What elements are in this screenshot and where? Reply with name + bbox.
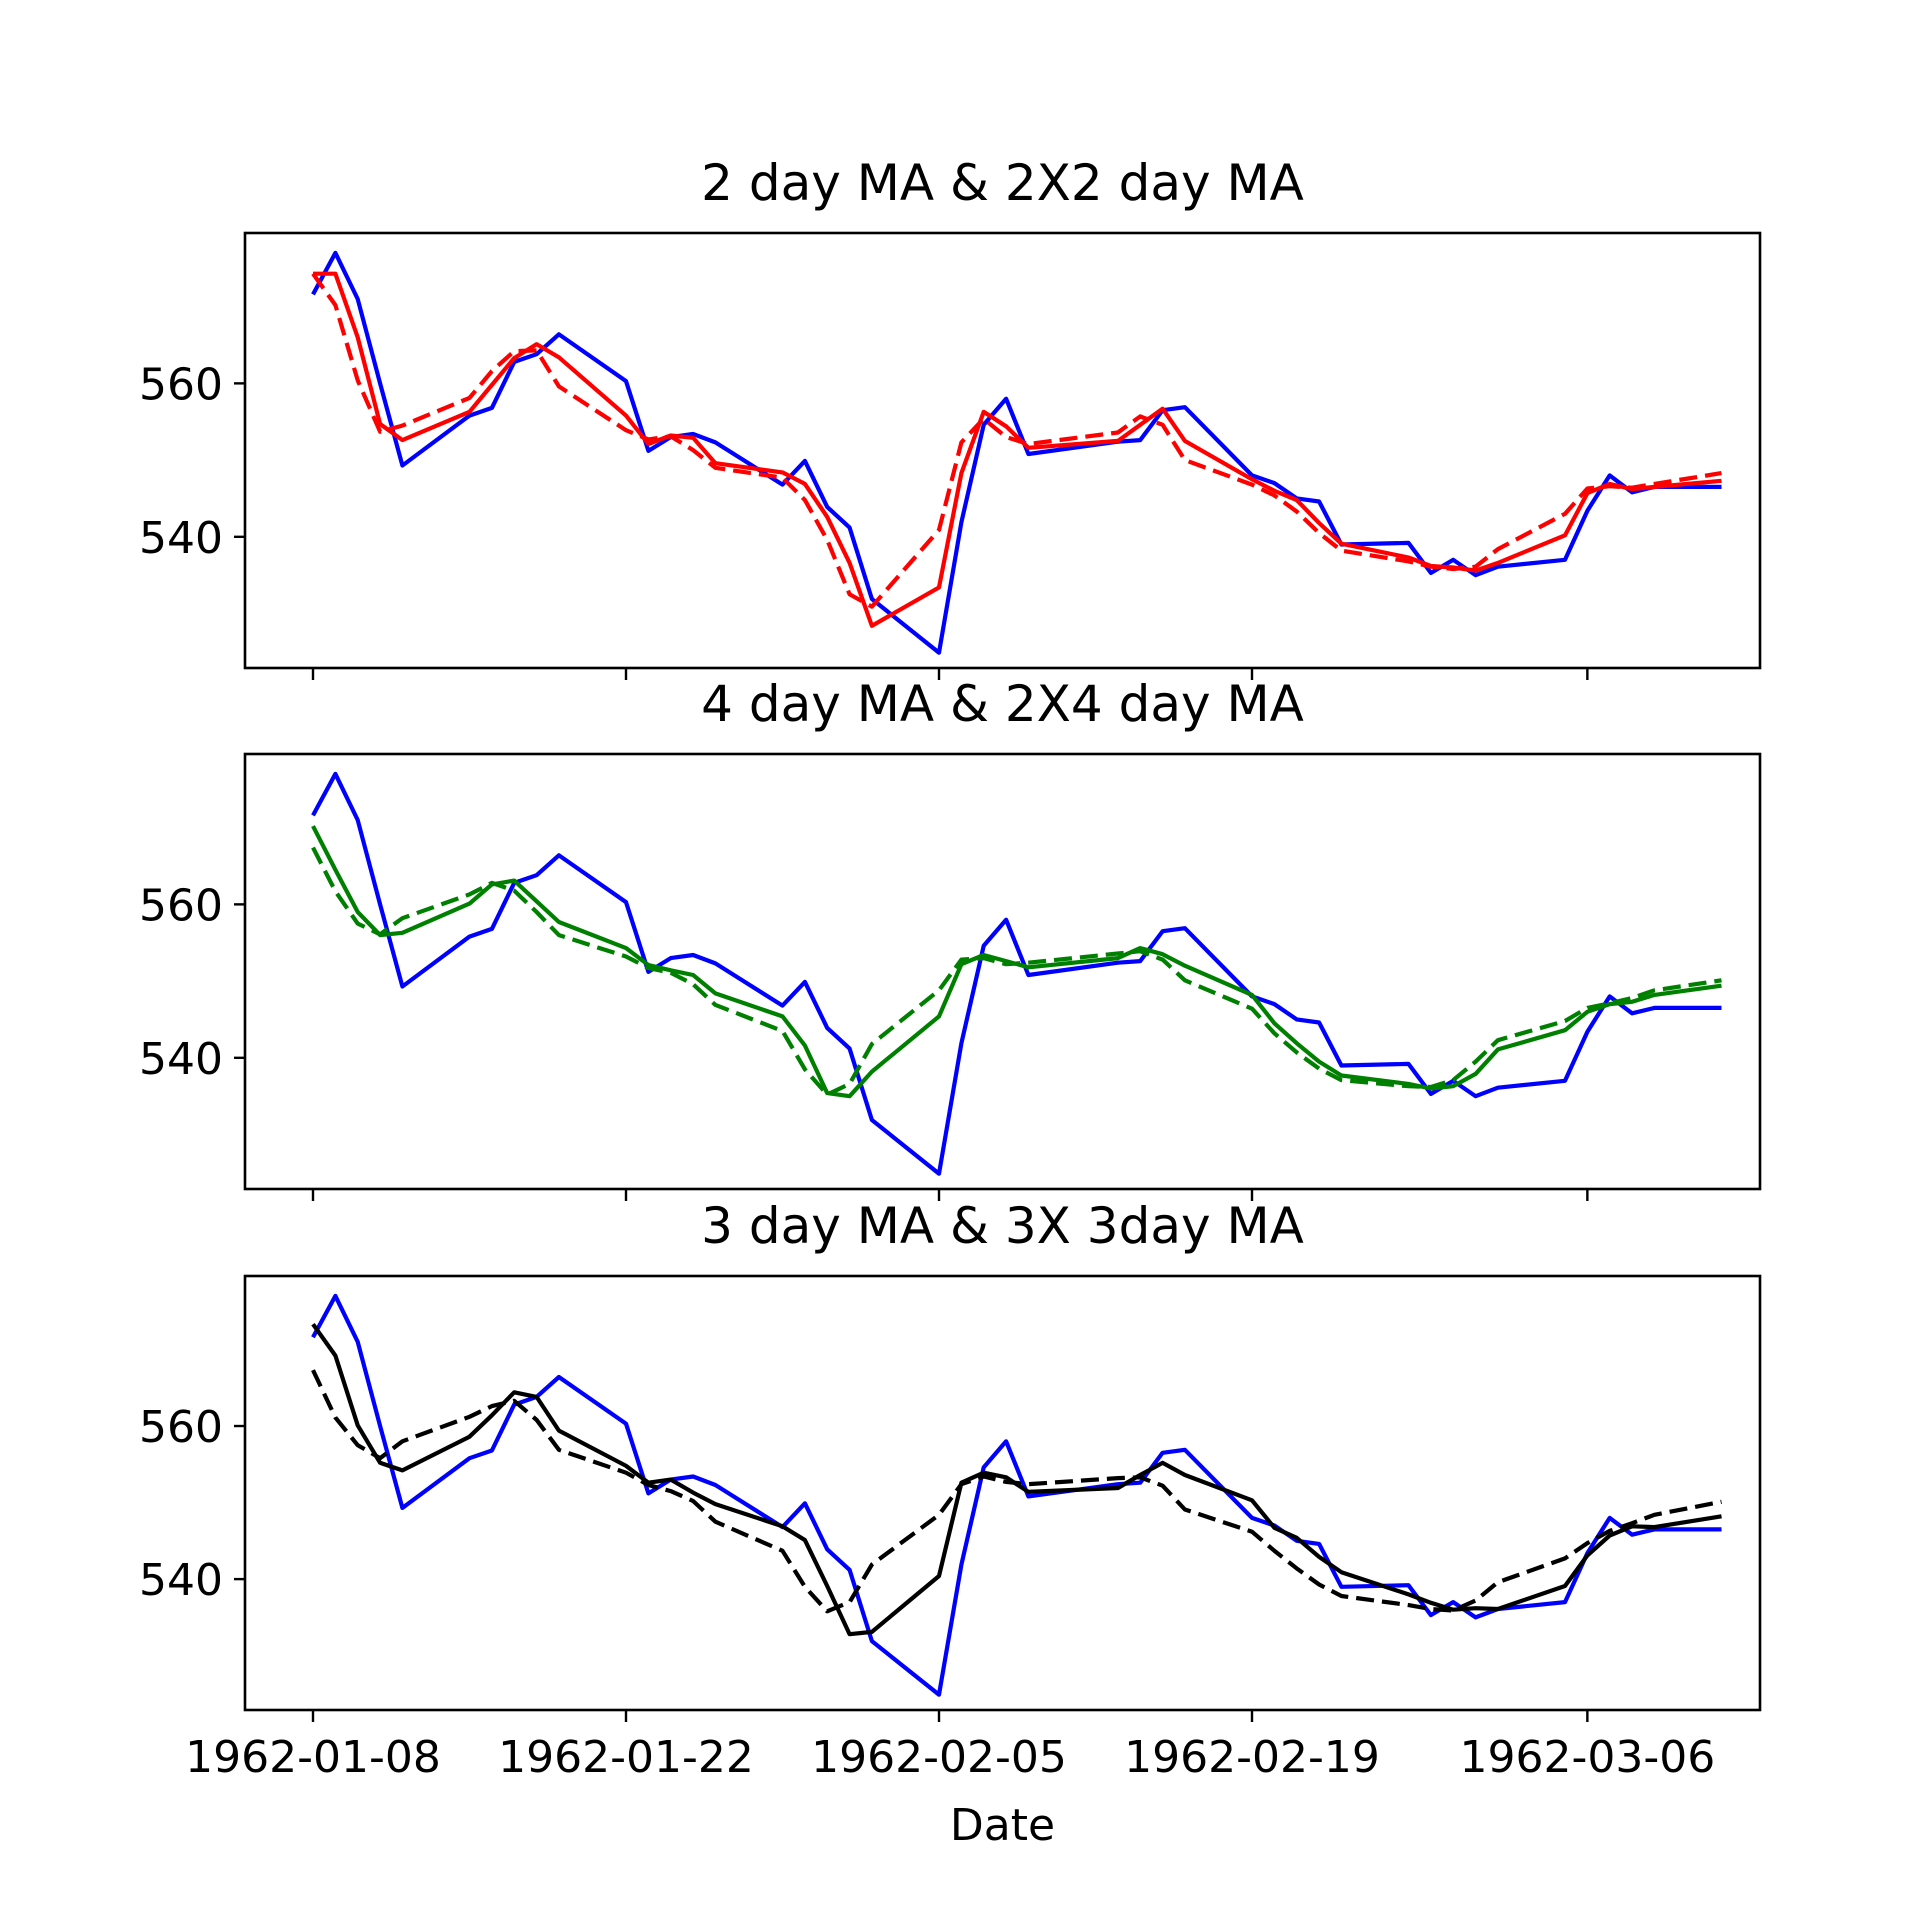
y-tick-label: 540 xyxy=(139,1034,223,1085)
plot-frame xyxy=(243,752,1762,1191)
y-tick-label: 540 xyxy=(139,513,223,564)
series-line-2 xyxy=(313,271,1722,628)
plot-frame xyxy=(243,231,1762,670)
x-tick-label: 1962-02-19 xyxy=(1124,1732,1380,1783)
series-line-2 xyxy=(311,1322,1722,1637)
series-line-3 xyxy=(311,1369,1722,1614)
subplot-title: 3 day MA & 3X 3day MA xyxy=(701,1197,1304,1255)
x-tick-label: 1962-02-05 xyxy=(811,1732,1067,1783)
series-line-1 xyxy=(311,771,1722,1176)
subplot-title: 4 day MA & 2X4 day MA xyxy=(701,675,1304,733)
series-line-3 xyxy=(311,272,1722,609)
subplot-3: 3 day MA & 3X 3day MA 540 560 1962-01-08 196… xyxy=(139,1197,1762,1851)
series-line-3 xyxy=(311,846,1722,1097)
y-tick-label: 560 xyxy=(139,1402,223,1453)
series-line-1 xyxy=(311,250,1722,655)
x-tick-label: 1962-03-06 xyxy=(1459,1732,1715,1783)
series-line-2 xyxy=(311,825,1722,1099)
x-tick-label: 1962-01-08 xyxy=(185,1732,441,1783)
subplot-2: 4 day MA & 2X4 day MA 540 560 xyxy=(139,675,1762,1201)
y-tick-label: 540 xyxy=(139,1555,223,1606)
y-tick-label: 560 xyxy=(139,880,223,931)
x-axis-label: Date xyxy=(950,1800,1055,1851)
series-line-1 xyxy=(311,1293,1722,1697)
y-tick-label: 560 xyxy=(139,359,223,410)
subplot-1: 2 day MA & 2X2 day MA 540 560 xyxy=(139,154,1762,680)
x-tick-label: 1962-01-22 xyxy=(498,1732,754,1783)
plot-frame xyxy=(243,1274,1762,1712)
subplot-title: 2 day MA & 2X2 day MA xyxy=(701,154,1304,212)
